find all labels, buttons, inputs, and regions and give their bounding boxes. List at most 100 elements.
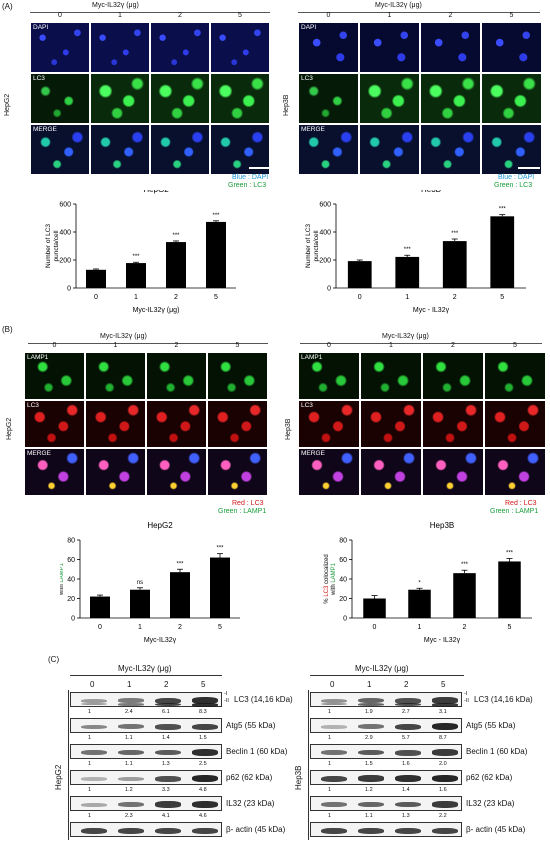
blot-band bbox=[321, 750, 347, 756]
micrograph-tile bbox=[360, 400, 422, 448]
chart-a-hep3b: He3B 0 200 400 600 0 1 *** 2 *** 5 *** Myc - IL32γ Nu… bbox=[305, 190, 526, 314]
band-ratio-label: 1.2 bbox=[365, 787, 373, 793]
band-ratio-label: 2.7 bbox=[402, 709, 410, 715]
band-ratio-label: 6.1 bbox=[162, 709, 170, 715]
blot-band bbox=[321, 703, 347, 706]
x-axis-label: Myc - IL32γ bbox=[413, 307, 450, 314]
y-tick-label: 400 bbox=[319, 230, 331, 237]
band-ratio-label: 8.3 bbox=[199, 709, 207, 715]
blot-strip bbox=[310, 744, 462, 759]
y-axis-label: % LC3 colocalizedwith LAMP1 bbox=[324, 554, 337, 603]
blot-strip bbox=[310, 796, 462, 811]
x-tick-label: 1 bbox=[138, 624, 142, 631]
blot-protein-label: β- actin (45 kDa) bbox=[466, 825, 526, 834]
blot-band bbox=[155, 827, 181, 834]
band-ratio-label: 1 bbox=[328, 813, 332, 819]
panel-b-right-title: Myc-IL32γ (μg) bbox=[382, 333, 429, 340]
micrograph-tile bbox=[150, 22, 210, 73]
band-ratio-label: 2.0 bbox=[439, 761, 447, 767]
blot-band bbox=[81, 777, 107, 781]
blot-protein-label: β- actin (45 kDa) bbox=[226, 825, 286, 834]
dose-label: 2 bbox=[448, 12, 453, 19]
x-tick-label: 5 bbox=[218, 624, 222, 631]
blot-protein-label: LC3 (14,16 kDa) bbox=[474, 695, 533, 704]
panel-b-left-legend-lamp1: Green : LAMP1 bbox=[218, 508, 267, 515]
blot-protein-label: Beclin 1 (60 kDa) bbox=[226, 747, 288, 756]
bar bbox=[395, 256, 420, 288]
micrograph-tile: LAMP1 bbox=[298, 352, 360, 400]
y-tick-label: 80 bbox=[339, 538, 347, 545]
micrograph-tile: LAMP1 bbox=[24, 352, 85, 400]
panel-a-right-cell-label: Hep3B bbox=[283, 94, 290, 116]
micrograph-tile bbox=[484, 352, 546, 400]
dose-label: 5 bbox=[509, 12, 514, 19]
panel-a-left-legend-lc3: Green : LC3 bbox=[228, 182, 267, 189]
band-ratio-label: 1.6 bbox=[402, 761, 410, 767]
blot-band bbox=[321, 802, 347, 808]
blot-band bbox=[192, 697, 218, 704]
blot-band bbox=[432, 697, 458, 704]
micrograph-row-label: MERGE bbox=[301, 126, 325, 133]
micrograph-tile bbox=[207, 448, 268, 496]
dose-label: 0 bbox=[90, 680, 95, 689]
significance-label: *** bbox=[404, 247, 412, 253]
micrograph-tile bbox=[207, 352, 268, 400]
blot-band bbox=[118, 827, 144, 834]
blot-protein-label: Beclin 1 (60 kDa) bbox=[466, 747, 528, 756]
band-ratio-label: 1.5 bbox=[199, 735, 207, 741]
x-tick-label: 0 bbox=[94, 294, 98, 301]
blot-band bbox=[155, 749, 181, 756]
blot-band bbox=[321, 827, 347, 834]
blot-strip bbox=[310, 718, 462, 733]
blot-band bbox=[321, 775, 347, 782]
panel-a-right-legend-lc3: Green : LC3 bbox=[494, 182, 533, 189]
blot-band bbox=[358, 775, 384, 782]
micrograph-row-label: MERGE bbox=[33, 126, 57, 133]
y-tick-label: 400 bbox=[59, 230, 71, 237]
panel-a-left-legend-dapi: Blue : DAPI bbox=[232, 174, 269, 181]
blot-strip bbox=[70, 822, 222, 837]
micrograph-row-label: DAPI bbox=[33, 24, 49, 31]
bar bbox=[86, 269, 106, 288]
blot-band bbox=[395, 697, 421, 704]
micrograph-tile bbox=[146, 400, 207, 448]
blot-strip bbox=[70, 692, 222, 707]
panel-a-label: (A) bbox=[2, 2, 13, 11]
x-tick-label: 0 bbox=[358, 294, 362, 301]
blot-band bbox=[192, 749, 218, 756]
band-marker: -II bbox=[224, 698, 229, 704]
micrograph-row-label: LC3 bbox=[33, 75, 45, 82]
blot-band bbox=[395, 775, 421, 782]
blot-band bbox=[395, 723, 421, 730]
micrograph-tile bbox=[146, 448, 207, 496]
panel-c-left-title: Myc-IL32γ (μg) bbox=[118, 664, 172, 673]
blot-band bbox=[321, 725, 347, 729]
dose-label: 0 bbox=[52, 342, 57, 349]
panel-a-right-rule bbox=[298, 12, 540, 13]
micrograph-tile bbox=[90, 124, 150, 175]
significance-label: *** bbox=[216, 546, 224, 552]
blot-band bbox=[395, 827, 421, 834]
band-ratio-label: 1.1 bbox=[365, 813, 373, 819]
significance-label: *** bbox=[461, 562, 469, 568]
band-ratio-label: 1 bbox=[88, 735, 92, 741]
micrograph-tile: MERGE bbox=[298, 448, 360, 496]
x-axis-label: Myc-IL32γ (μg) bbox=[133, 307, 180, 314]
band-ratio-label: 3.1 bbox=[439, 709, 447, 715]
band-ratio-label: 1 bbox=[88, 787, 92, 793]
band-ratio-label: 1 bbox=[88, 761, 92, 767]
micrograph-tile bbox=[85, 352, 146, 400]
panel-c-right-bracket bbox=[308, 690, 309, 840]
micrograph-tile bbox=[359, 22, 420, 73]
y-axis-label: % LC3 colocalizedwith LAMP1 bbox=[60, 554, 65, 603]
panel-a-right-title: Myc-IL32γ (μg) bbox=[375, 2, 422, 9]
band-marker: -I bbox=[224, 691, 228, 697]
blot-band bbox=[81, 724, 107, 729]
micrograph-tile bbox=[420, 22, 481, 73]
micrograph-tile bbox=[422, 352, 484, 400]
bar bbox=[210, 557, 230, 618]
band-ratio-label: 1.4 bbox=[402, 787, 410, 793]
bar bbox=[130, 589, 150, 618]
blot-band bbox=[81, 802, 107, 807]
x-tick-label: 2 bbox=[463, 624, 467, 631]
